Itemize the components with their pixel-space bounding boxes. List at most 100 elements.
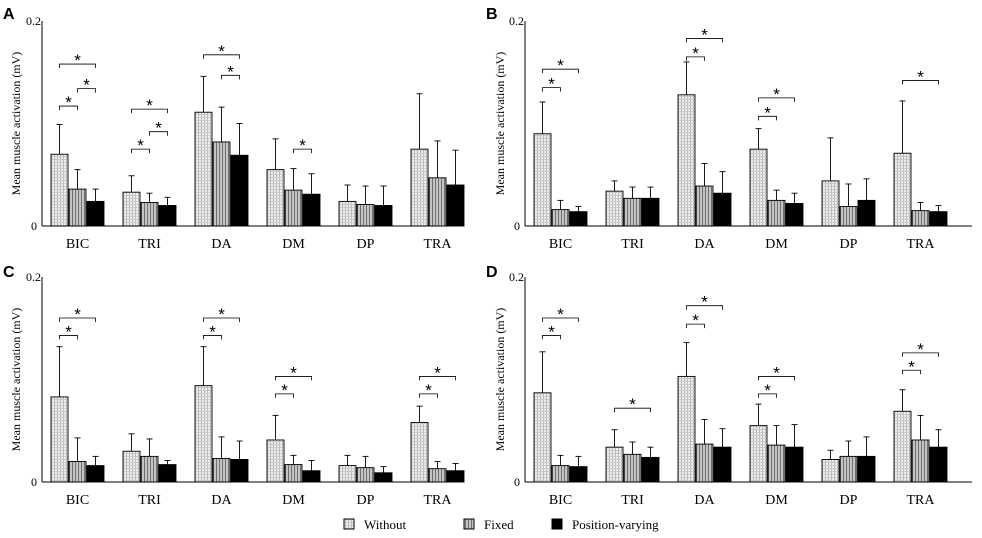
bar-without (677, 94, 696, 227)
panel-letter: A (3, 6, 15, 23)
significance-star: * (209, 322, 216, 341)
significance-bracket (77, 88, 96, 93)
significance-star: * (764, 381, 771, 400)
significance-star: * (557, 56, 564, 75)
category-label: DA (694, 237, 715, 252)
significance-bracket (293, 148, 312, 154)
significance-star: * (917, 67, 924, 86)
bar-fixed (284, 189, 303, 227)
significance-bracket (419, 393, 438, 398)
significance-star: * (692, 311, 699, 330)
significance-star: * (557, 305, 564, 324)
bar-without (893, 410, 912, 483)
legend: Without Fixed Position-varying (343, 517, 659, 532)
bar-without (605, 446, 624, 483)
bar-position-varying (641, 456, 660, 483)
significance-bracket (59, 63, 96, 69)
panel-letter: D (486, 264, 498, 281)
bar-position-varying (446, 184, 465, 227)
bar-without (893, 152, 912, 227)
y-axis-label: Mean muscle activation (mV) (493, 52, 507, 196)
category-label: DM (765, 493, 788, 508)
significance-bracket (542, 317, 579, 322)
bar-without (50, 396, 69, 483)
y-tick-label: 0 (514, 475, 520, 489)
bar-position-varying (785, 446, 804, 483)
bar-position-varying (86, 200, 105, 227)
significance-star: * (290, 363, 297, 382)
bar-fixed (695, 185, 714, 227)
significance-star: * (74, 305, 81, 324)
category-label: TRA (424, 237, 453, 252)
bar-without (266, 169, 285, 227)
significance-star: * (65, 93, 72, 112)
y-axis-label: Mean muscle activation (mV) (493, 308, 507, 452)
bar-position-varying (569, 211, 588, 227)
significance-bracket (686, 323, 705, 329)
significance-star: * (281, 381, 288, 400)
bar-position-varying (86, 465, 105, 483)
bar-fixed (356, 467, 375, 483)
significance-bracket (686, 56, 705, 61)
bar-without (194, 111, 213, 227)
significance-bracket (419, 376, 456, 381)
bar-position-varying (302, 193, 321, 227)
significance-star: * (692, 44, 699, 63)
category-label: BIC (66, 493, 89, 508)
bar-fixed (68, 188, 87, 227)
significance-bracket (59, 335, 78, 340)
bar-fixed (551, 465, 570, 483)
significance-bracket (686, 305, 723, 310)
category-label: DA (211, 237, 232, 252)
y-tick-label: 0.2 (26, 14, 41, 28)
bar-without (50, 153, 69, 227)
significance-bracket (59, 317, 96, 322)
bar-position-varying (857, 199, 876, 227)
bar-position-varying (713, 192, 732, 227)
bar-without (338, 465, 357, 483)
category-label: DP (357, 493, 375, 508)
category-label: TRA (907, 237, 936, 252)
legend-swatch-position-varying (551, 518, 563, 530)
category-label: BIC (549, 237, 572, 252)
significance-bracket (275, 376, 312, 381)
bar-without (821, 180, 840, 227)
bar-position-varying (374, 205, 393, 227)
bar-without (194, 385, 213, 483)
bar-position-varying (785, 202, 804, 227)
category-label: TRA (424, 493, 453, 508)
bar-fixed (911, 210, 930, 227)
bar-without (749, 148, 768, 227)
panel-b: B Mean muscle activation (mV) 0 0.2 BIC TRI DA… (486, 6, 972, 252)
bar-fixed (839, 206, 858, 227)
category-label: DP (840, 493, 858, 508)
category-label: DP (840, 237, 858, 252)
significance-bracket (149, 131, 168, 136)
bar-position-varying (857, 455, 876, 483)
bar-position-varying (641, 197, 660, 227)
significance-star: * (548, 75, 555, 94)
significance-bracket (542, 68, 579, 74)
bar-without (533, 392, 552, 483)
panel-d: D Mean muscle activation (mV) 0 0.2 BIC TRI DA… (486, 264, 972, 508)
significance-bracket (758, 393, 777, 398)
bar-fixed (551, 209, 570, 227)
bar-fixed (284, 464, 303, 483)
significance-star: * (65, 322, 72, 341)
bar-position-varying (569, 466, 588, 483)
legend-label-position-varying: Position-varying (572, 517, 659, 532)
significance-bracket (59, 105, 78, 111)
bar-fixed (212, 141, 231, 227)
bar-position-varying (713, 446, 732, 483)
panel-a: A Mean muscle activation (mV) 0 0.2 BIC TRI DA… (3, 6, 465, 252)
bar-without (605, 190, 624, 227)
bar-fixed (428, 177, 447, 227)
bar-without (266, 439, 285, 483)
category-label: DM (282, 493, 305, 508)
legend-swatch-fixed (463, 518, 475, 530)
significance-bracket (686, 38, 723, 43)
bar-position-varying (929, 211, 948, 227)
significance-star: * (425, 381, 432, 400)
significance-star: * (83, 76, 90, 95)
significance-star: * (137, 136, 144, 155)
